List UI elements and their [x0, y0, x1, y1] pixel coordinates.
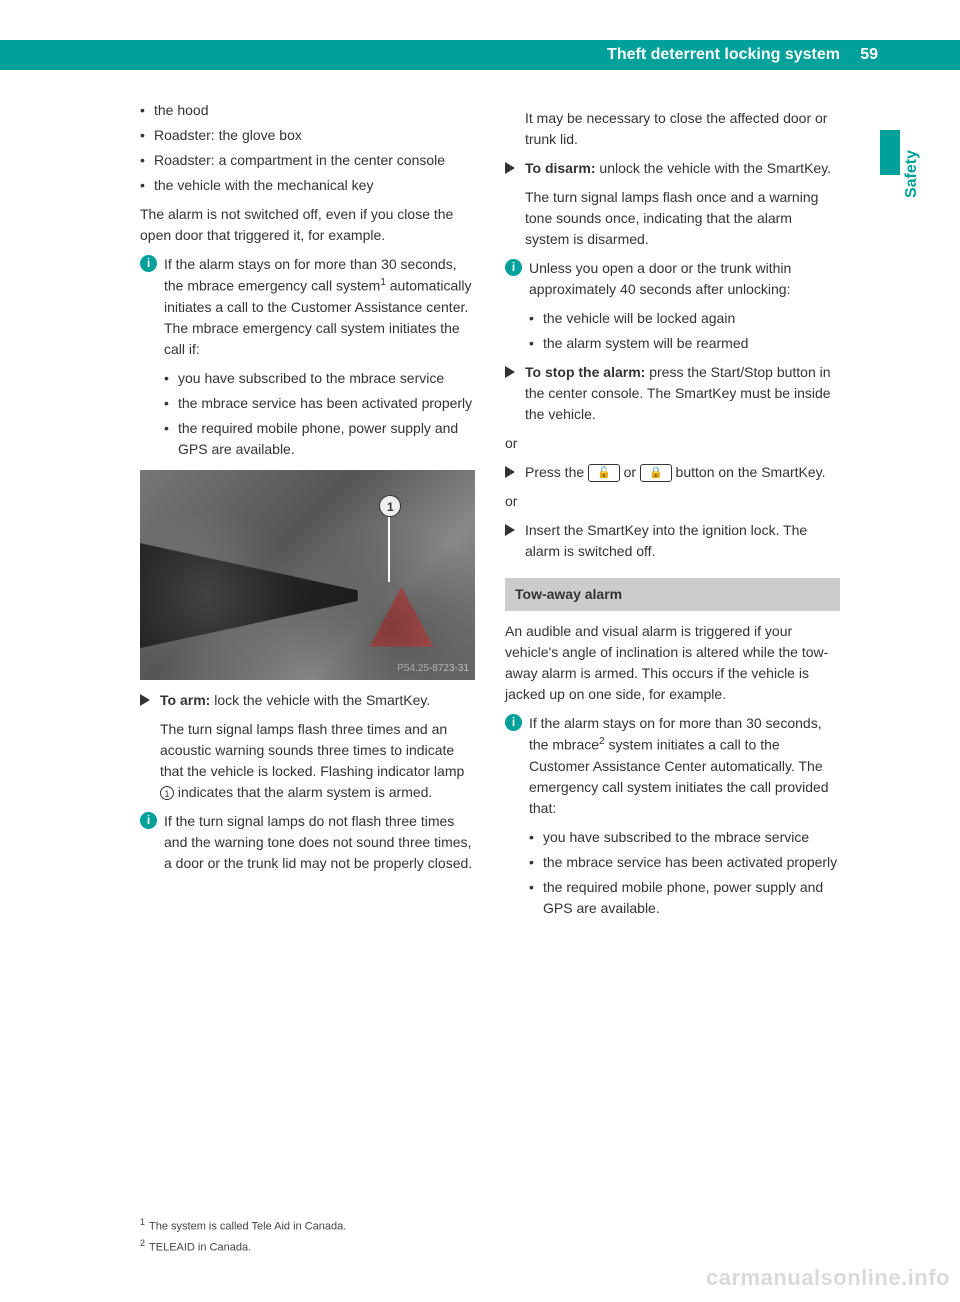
list-item: the mbrace service has been activated pr… — [164, 393, 475, 414]
action-text: Insert the SmartKey into the ignition lo… — [525, 522, 807, 559]
side-label: Safety — [900, 150, 924, 198]
action-triangle-icon — [505, 162, 515, 174]
text: indicates that the alarm system is armed… — [174, 784, 432, 800]
list-item: Roadster: a compartment in the center co… — [140, 150, 475, 171]
footnote-text: The system is called Tele Aid in Canada. — [149, 1220, 346, 1232]
list-item: the vehicle will be locked again — [529, 308, 840, 329]
footnote: 1 The system is called Tele Aid in Canada… — [140, 1216, 840, 1235]
info-icon: i — [505, 259, 522, 276]
info-block: i If the alarm stays on for more than 30… — [140, 254, 475, 460]
footnote-num: 1 — [140, 1217, 145, 1227]
unlock-button-icon: 🔓 — [588, 464, 620, 482]
right-column: It may be necessary to close the affecte… — [505, 100, 840, 927]
figure-id: P54.25-8723-31 — [397, 661, 469, 676]
info-block: i Unless you open a door or the trunk wi… — [505, 258, 840, 354]
list-item: the required mobile phone, power supply … — [529, 877, 840, 919]
info-icon: i — [140, 255, 157, 272]
callout-label: 1 — [379, 495, 401, 517]
list-item: the vehicle with the mechanical key — [140, 175, 475, 196]
indicator-icon: 1 — [160, 786, 174, 800]
list-item: the alarm system will be rearmed — [529, 333, 840, 354]
footnotes: 1 The system is called Tele Aid in Canada… — [140, 1214, 840, 1256]
info-text: Unless you open a door or the trunk with… — [529, 260, 791, 297]
action-triangle-icon — [505, 524, 515, 536]
action-text: unlock the vehicle with the SmartKey. — [599, 160, 831, 176]
action-block: To stop the alarm: press the Start/Stop … — [505, 362, 840, 425]
page-number: 59 — [860, 40, 878, 70]
action-block: To disarm: unlock the vehicle with the S… — [505, 158, 840, 250]
action-block: To arm: lock the vehicle with the SmartK… — [140, 690, 475, 803]
side-tab — [880, 130, 900, 175]
left-column: the hood Roadster: the glove box Roadste… — [140, 100, 475, 927]
info-block: i If the turn signal lamps do not flash … — [140, 811, 475, 874]
list-item: the required mobile phone, power supply … — [164, 418, 475, 460]
action-text: button on the SmartKey. — [672, 464, 826, 480]
footnote-num: 2 — [140, 1238, 145, 1248]
bullet-list-1: the hood Roadster: the glove box Roadste… — [140, 100, 475, 196]
info-icon: i — [140, 812, 157, 829]
info-bullet-list: the vehicle will be locked again the ala… — [529, 308, 840, 354]
info-text: If the turn signal lamps do not flash th… — [164, 813, 472, 871]
lock-button-icon: 🔒 — [640, 464, 672, 482]
text: The turn signal lamps flash three times … — [160, 721, 464, 779]
info-block: i If the alarm stays on for more than 30… — [505, 713, 840, 919]
or-text: or — [505, 433, 840, 454]
action-triangle-icon — [505, 366, 515, 378]
footnote: 2 TELEAID in Canada. — [140, 1237, 840, 1256]
action-triangle-icon — [505, 466, 515, 478]
footnote-text: TELEAID in Canada. — [149, 1242, 251, 1254]
figure-console: 1 P54.25-8723-31 — [140, 470, 475, 680]
paragraph: The alarm is not switched off, even if y… — [140, 204, 475, 246]
list-item: the hood — [140, 100, 475, 121]
figure-pointer — [140, 543, 358, 648]
action-text: or — [620, 464, 640, 480]
paragraph: The turn signal lamps flash three times … — [160, 719, 475, 803]
header-title: Theft deterrent locking system — [607, 40, 840, 70]
list-item: Roadster: the glove box — [140, 125, 475, 146]
action-label: To arm: — [160, 692, 214, 708]
action-text: lock the vehicle with the SmartKey. — [214, 692, 430, 708]
callout-line — [388, 517, 390, 582]
content-area: the hood Roadster: the glove box Roadste… — [140, 100, 840, 927]
info-icon: i — [505, 714, 522, 731]
action-text: Press the — [525, 464, 588, 480]
action-label: To stop the alarm: — [525, 364, 649, 380]
paragraph: An audible and visual alarm is triggered… — [505, 621, 840, 705]
paragraph: The turn signal lamps flash once and a w… — [525, 187, 840, 250]
paragraph: It may be necessary to close the affecte… — [505, 108, 840, 150]
action-block: Insert the SmartKey into the ignition lo… — [505, 520, 840, 562]
list-item: the mbrace service has been activated pr… — [529, 852, 840, 873]
list-item: you have subscribed to the mbrace servic… — [164, 368, 475, 389]
action-block: Press the 🔓 or 🔒 button on the SmartKey. — [505, 462, 840, 483]
info-bullet-list: you have subscribed to the mbrace servic… — [164, 368, 475, 460]
action-triangle-icon — [140, 694, 150, 706]
action-label: To disarm: — [525, 160, 599, 176]
or-text: or — [505, 491, 840, 512]
watermark: carmanualsonline.info — [706, 1261, 950, 1294]
list-item: you have subscribed to the mbrace servic… — [529, 827, 840, 848]
hazard-triangle-icon — [362, 579, 442, 659]
section-heading: Tow-away alarm — [505, 578, 840, 611]
info-bullet-list: you have subscribed to the mbrace servic… — [529, 827, 840, 919]
